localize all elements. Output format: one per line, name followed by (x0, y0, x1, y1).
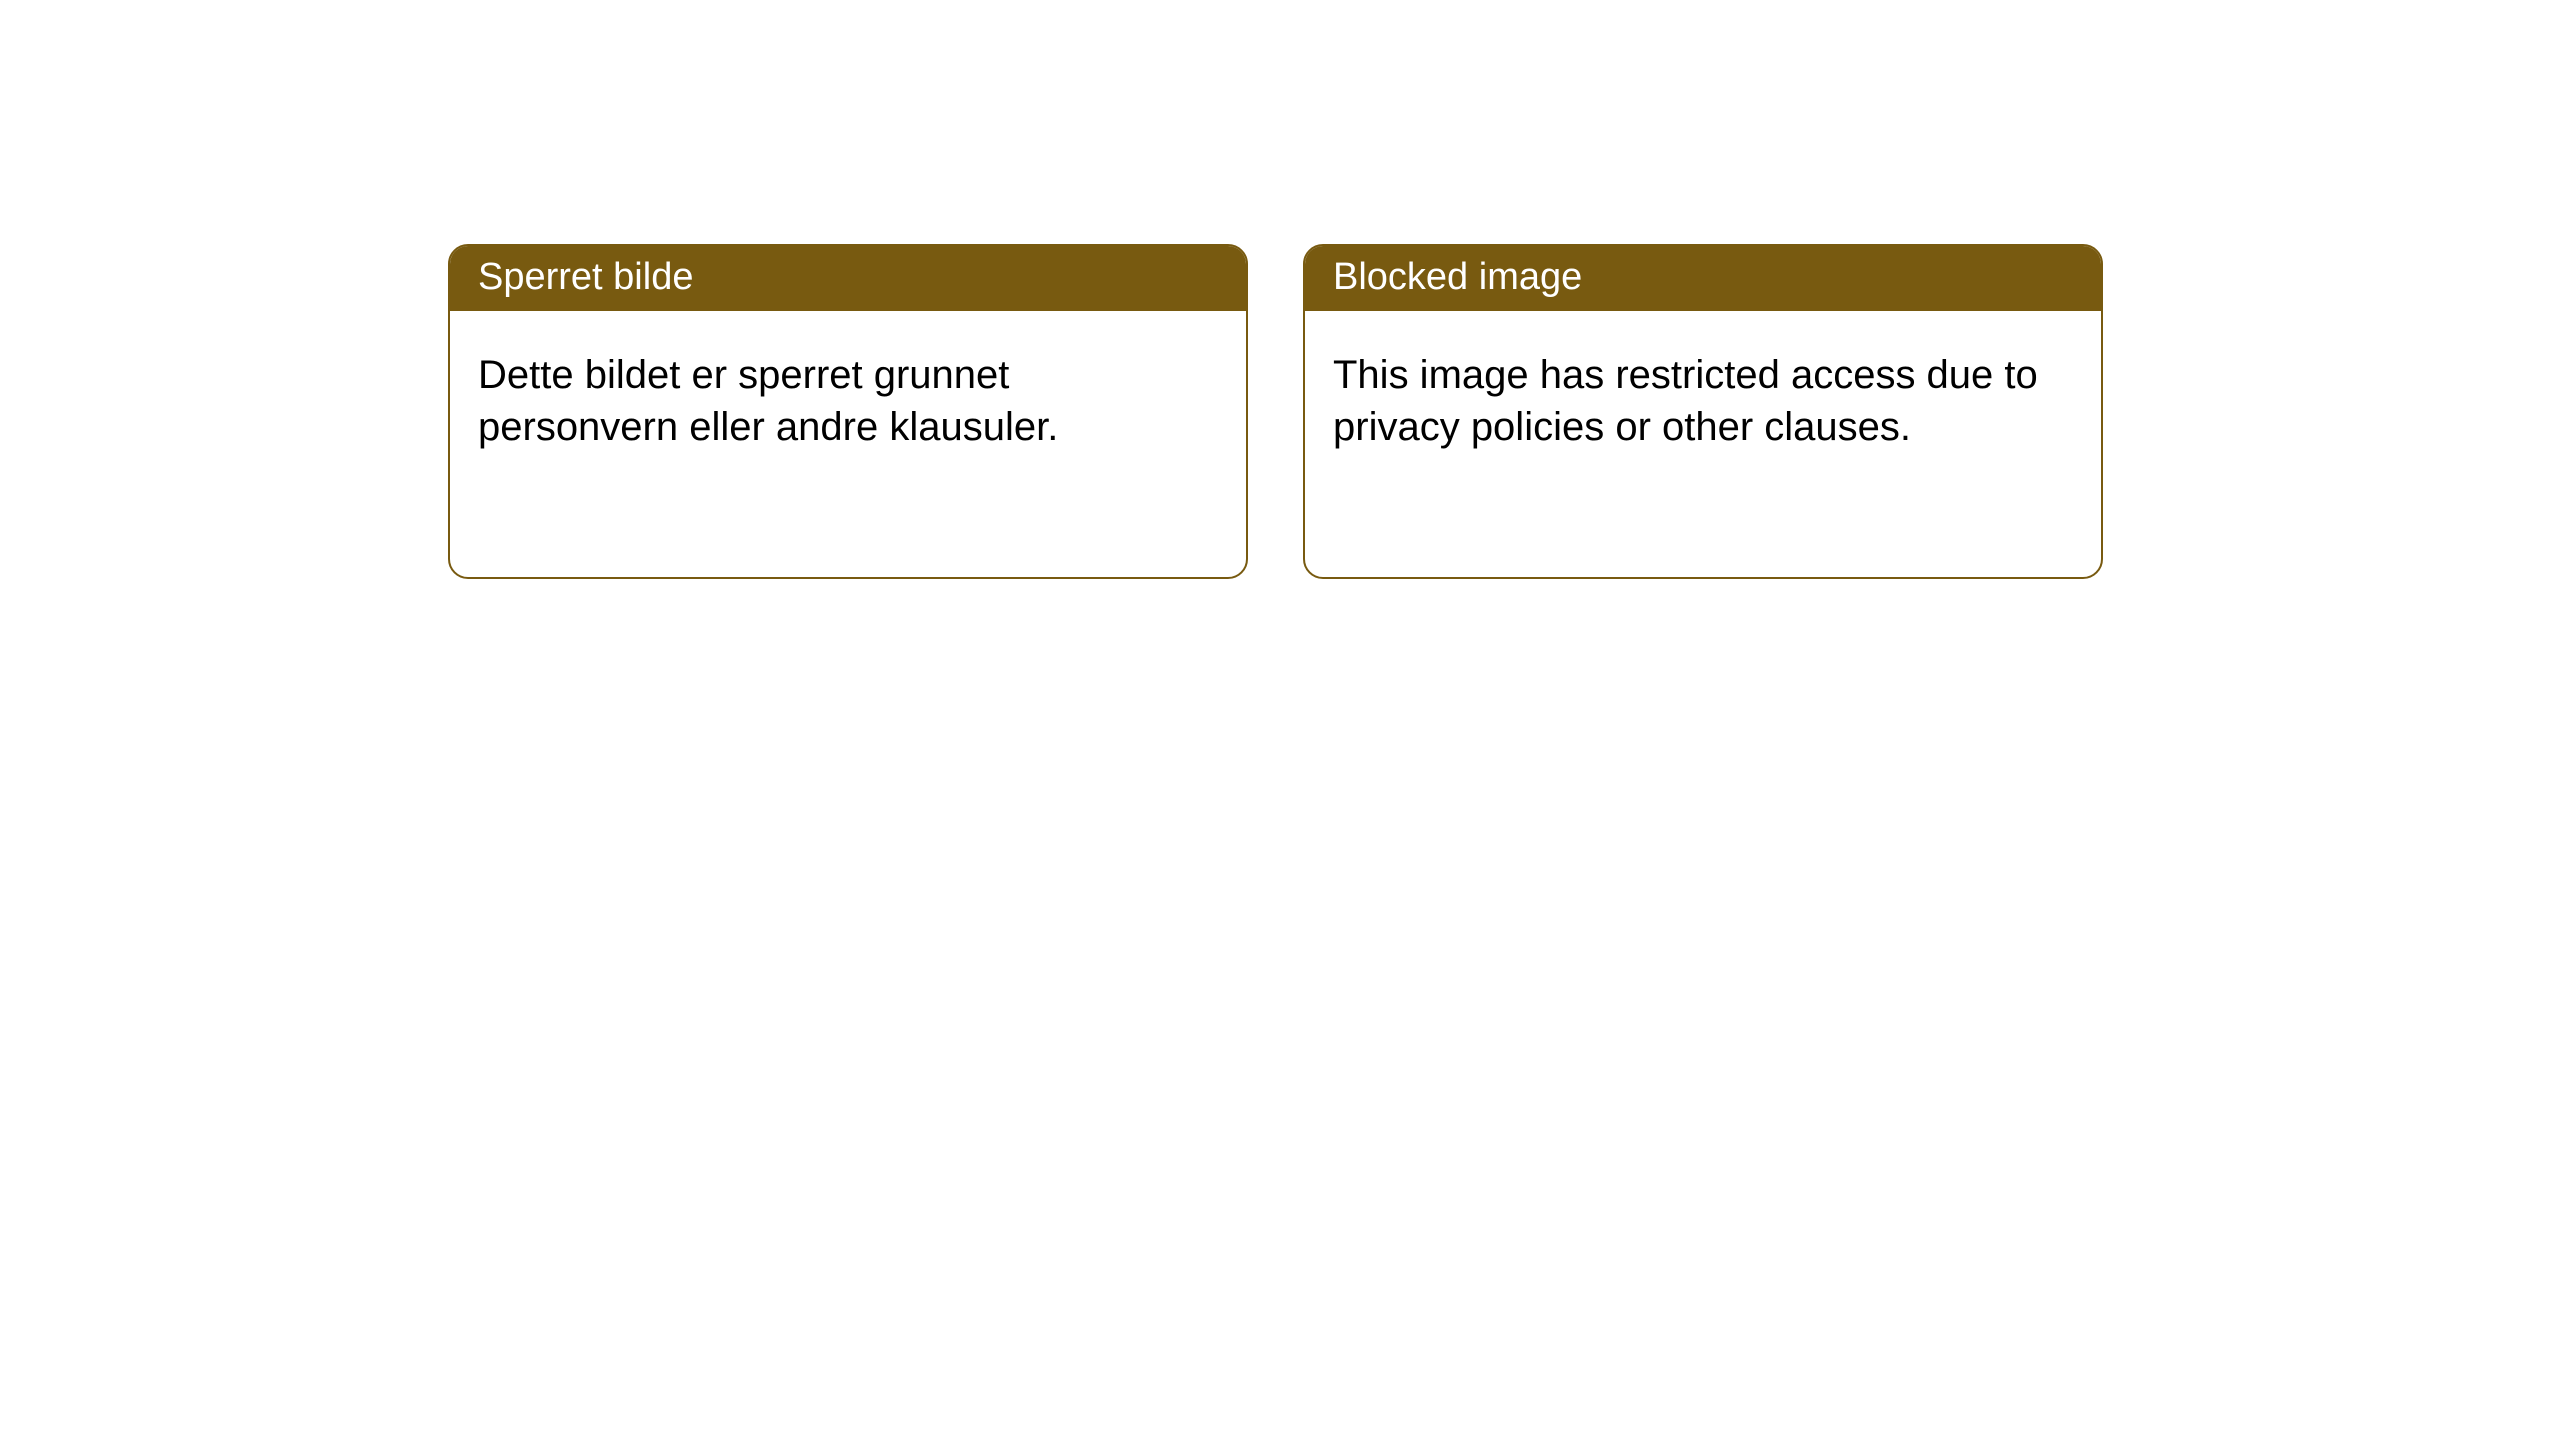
notice-title: Sperret bilde (450, 246, 1246, 311)
notice-body: This image has restricted access due to … (1305, 311, 2101, 491)
notice-body: Dette bildet er sperret grunnet personve… (450, 311, 1246, 491)
notice-card-norwegian: Sperret bilde Dette bildet er sperret gr… (448, 244, 1248, 579)
notice-card-english: Blocked image This image has restricted … (1303, 244, 2103, 579)
notice-title: Blocked image (1305, 246, 2101, 311)
notice-container: Sperret bilde Dette bildet er sperret gr… (0, 0, 2560, 579)
